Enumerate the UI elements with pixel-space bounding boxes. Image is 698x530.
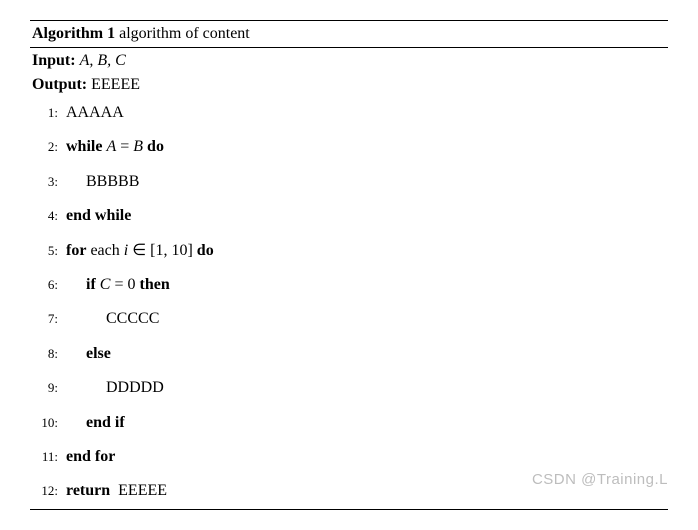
- lineno: 10:: [30, 414, 66, 432]
- kw-then: then: [139, 276, 169, 293]
- alg-line-4: 4: end while: [30, 199, 668, 233]
- algorithm-label: Algorithm 1: [32, 25, 115, 42]
- loop-range: [1, 10]: [150, 242, 193, 259]
- lineno: 6:: [30, 276, 66, 294]
- lineno: 9:: [30, 379, 66, 397]
- kw-endfor: end for: [66, 446, 668, 468]
- lineno: 1:: [30, 104, 66, 122]
- cond-var: A: [106, 138, 116, 155]
- alg-line-7: 7: CCCCC: [30, 302, 668, 336]
- alg-line-12: 12: return EEEEE: [30, 474, 668, 508]
- algorithm-output-row: Output: EEEEE: [30, 72, 668, 96]
- line-body: return EEEEE: [66, 480, 668, 502]
- output-label: Output:: [32, 76, 87, 93]
- line-body: BBBBB: [66, 171, 668, 193]
- alg-line-9: 9: DDDDD: [30, 371, 668, 405]
- kw-while: while: [66, 138, 102, 155]
- lineno: 12:: [30, 482, 66, 500]
- line-body: CCCCC: [66, 308, 668, 330]
- return-val: EEEEE: [118, 482, 167, 499]
- kw-for: for: [66, 242, 86, 259]
- kw-do: do: [197, 242, 214, 259]
- alg-line-5: 5: for each i ∈ [1, 10] do: [30, 234, 668, 268]
- kw-do: do: [147, 138, 164, 155]
- alg-line-3: 3: BBBBB: [30, 165, 668, 199]
- for-each: each: [90, 242, 119, 259]
- algorithm-header: Algorithm 1 algorithm of content: [30, 21, 668, 47]
- eq-sign: =: [114, 276, 123, 293]
- kw-endwhile: end while: [66, 205, 668, 227]
- line-body: AAAAA: [66, 102, 668, 124]
- input-value: A, B, C: [80, 52, 126, 69]
- cond-val: 0: [127, 276, 135, 293]
- alg-line-1: 1: AAAAA: [30, 96, 668, 130]
- lineno: 7:: [30, 310, 66, 328]
- in-sym: ∈: [132, 242, 146, 259]
- line-body: while A = B do: [66, 136, 668, 158]
- algorithm-body: 1: AAAAA 2: while A = B do 3: BBBBB 4: e…: [30, 96, 668, 509]
- alg-line-10: 10: end if: [30, 406, 668, 440]
- algorithm-block: Algorithm 1 algorithm of content Input: …: [30, 20, 668, 510]
- alg-line-2: 2: while A = B do: [30, 130, 668, 164]
- line-body: DDDDD: [66, 377, 668, 399]
- lineno: 3:: [30, 173, 66, 191]
- alg-line-11: 11: end for: [30, 440, 668, 474]
- kw-if: if: [86, 276, 96, 293]
- lineno: 4:: [30, 207, 66, 225]
- alg-line-6: 6: if C = 0 then: [30, 268, 668, 302]
- kw-else: else: [66, 343, 668, 365]
- rule-bottom: [30, 509, 668, 510]
- loop-var: i: [124, 242, 128, 259]
- line-body: if C = 0 then: [66, 274, 668, 296]
- cond-var: C: [100, 276, 111, 293]
- lineno: 11:: [30, 448, 66, 466]
- lineno: 5:: [30, 242, 66, 260]
- eq-sign: =: [120, 138, 129, 155]
- output-value: EEEEE: [91, 76, 140, 93]
- input-label: Input:: [32, 52, 76, 69]
- cond-var: B: [133, 138, 143, 155]
- alg-line-8: 8: else: [30, 337, 668, 371]
- line-body: for each i ∈ [1, 10] do: [66, 240, 668, 262]
- kw-return: return: [66, 482, 110, 499]
- lineno: 8:: [30, 345, 66, 363]
- kw-endif: end if: [66, 412, 668, 434]
- algorithm-input-row: Input: A, B, C: [30, 48, 668, 72]
- algorithm-title: algorithm of content: [119, 25, 250, 42]
- lineno: 2:: [30, 138, 66, 156]
